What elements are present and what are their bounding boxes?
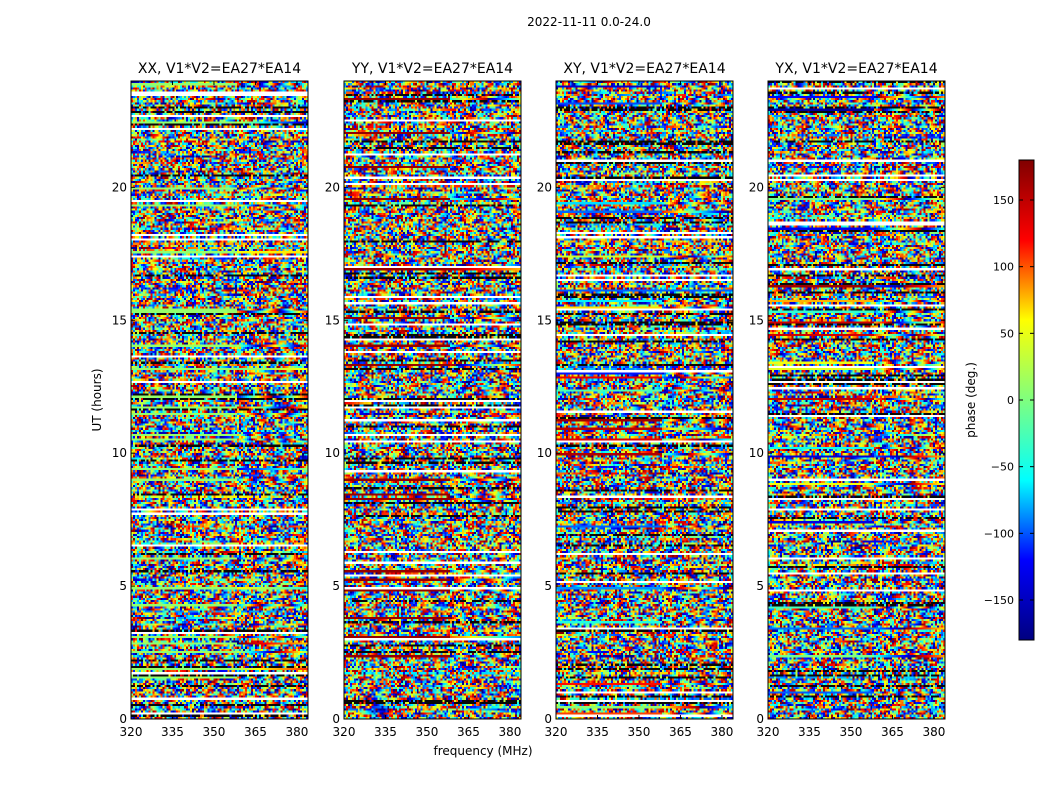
y-axis-label: UT (hours) bbox=[90, 368, 104, 431]
y-tick-label: 15 bbox=[537, 313, 552, 327]
y-tick-label: 0 bbox=[332, 712, 340, 726]
panel: XY, V1*V2=EA27*EA14 320 335 350 365 380 0 5 10 15… bbox=[537, 61, 734, 739]
y-tick-label: 15 bbox=[749, 313, 764, 327]
colorbar-label: phase (deg.) bbox=[964, 362, 978, 438]
panel-title: YY, V1*V2=EA27*EA14 bbox=[351, 61, 513, 77]
colorbar-tick-label: 150 bbox=[993, 194, 1014, 207]
y-tick-label: 5 bbox=[332, 579, 340, 593]
y-tick-label: 20 bbox=[749, 180, 764, 194]
x-tick-label: 380 bbox=[710, 725, 733, 739]
y-tick-label: 15 bbox=[325, 313, 340, 327]
panels: XX, V1*V2=EA27*EA14 320 335 350 365 380 0 5 10 15… bbox=[112, 61, 946, 739]
x-tick-label: 320 bbox=[545, 725, 568, 739]
y-tick-label: 5 bbox=[756, 579, 764, 593]
heatmap-image bbox=[131, 81, 308, 719]
y-tick-label: 5 bbox=[119, 579, 127, 593]
plot-frame bbox=[343, 80, 522, 720]
colorbar-tick-label: −150 bbox=[984, 594, 1014, 607]
heatmap-image bbox=[768, 81, 945, 719]
y-tick-label: 0 bbox=[544, 712, 552, 726]
colorbar-tick-label: 0 bbox=[1007, 394, 1014, 407]
x-tick-label: 320 bbox=[333, 725, 356, 739]
x-tick-label: 320 bbox=[120, 725, 143, 739]
heatmap-image bbox=[556, 81, 733, 719]
heatmap-image bbox=[344, 81, 521, 719]
x-tick-label: 350 bbox=[628, 725, 651, 739]
x-tick-label: 350 bbox=[203, 725, 226, 739]
x-tick-label: 365 bbox=[457, 725, 480, 739]
colorbar-tick-label: −100 bbox=[984, 527, 1014, 540]
x-tick-label: 335 bbox=[161, 725, 184, 739]
y-tick-label: 5 bbox=[544, 579, 552, 593]
panel: YY, V1*V2=EA27*EA14 320 335 350 365 380 0 5 10 15… bbox=[325, 61, 522, 739]
x-tick-label: 335 bbox=[798, 725, 821, 739]
y-tick-label: 10 bbox=[325, 446, 340, 460]
x-tick-label: 380 bbox=[498, 725, 521, 739]
plot-frame bbox=[767, 80, 946, 720]
panel-title: YX, V1*V2=EA27*EA14 bbox=[774, 61, 937, 77]
colorbar: 150 100 50 0 −50 −100 −150 bbox=[984, 159, 1035, 641]
y-tick-label: 10 bbox=[749, 446, 764, 460]
colorbar-tick-label: 100 bbox=[993, 261, 1014, 274]
x-tick-label: 350 bbox=[416, 725, 439, 739]
y-tick-label: 10 bbox=[112, 446, 127, 460]
y-tick-label: 20 bbox=[112, 180, 127, 194]
plot-frame bbox=[555, 80, 734, 720]
y-tick-label: 0 bbox=[756, 712, 764, 726]
colorbar-tick-label: −50 bbox=[991, 461, 1014, 474]
panel: YX, V1*V2=EA27*EA14 320 335 350 365 380 0 5 10 15… bbox=[749, 61, 946, 739]
x-tick-label: 335 bbox=[586, 725, 609, 739]
y-tick-label: 20 bbox=[537, 180, 552, 194]
x-axis-label: frequency (MHz) bbox=[433, 744, 532, 758]
figure-title: 2022-11-11 0.0-24.0 bbox=[527, 15, 651, 29]
x-tick-label: 380 bbox=[285, 725, 308, 739]
x-tick-label: 365 bbox=[244, 725, 267, 739]
x-tick-label: 365 bbox=[669, 725, 692, 739]
y-tick-label: 15 bbox=[112, 313, 127, 327]
colorbar-tick-label: 50 bbox=[1000, 327, 1014, 340]
y-tick-label: 0 bbox=[119, 712, 127, 726]
x-tick-label: 365 bbox=[881, 725, 904, 739]
x-tick-label: 335 bbox=[374, 725, 397, 739]
y-tick-label: 20 bbox=[325, 180, 340, 194]
plot-frame bbox=[130, 80, 309, 720]
x-tick-label: 380 bbox=[922, 725, 945, 739]
x-tick-label: 350 bbox=[840, 725, 863, 739]
panel-title: XY, V1*V2=EA27*EA14 bbox=[563, 61, 725, 77]
panel-title: XX, V1*V2=EA27*EA14 bbox=[138, 61, 301, 77]
panel: XX, V1*V2=EA27*EA14 320 335 350 365 380 0 5 10 15… bbox=[112, 61, 309, 739]
y-tick-label: 10 bbox=[537, 446, 552, 460]
x-tick-label: 320 bbox=[757, 725, 780, 739]
